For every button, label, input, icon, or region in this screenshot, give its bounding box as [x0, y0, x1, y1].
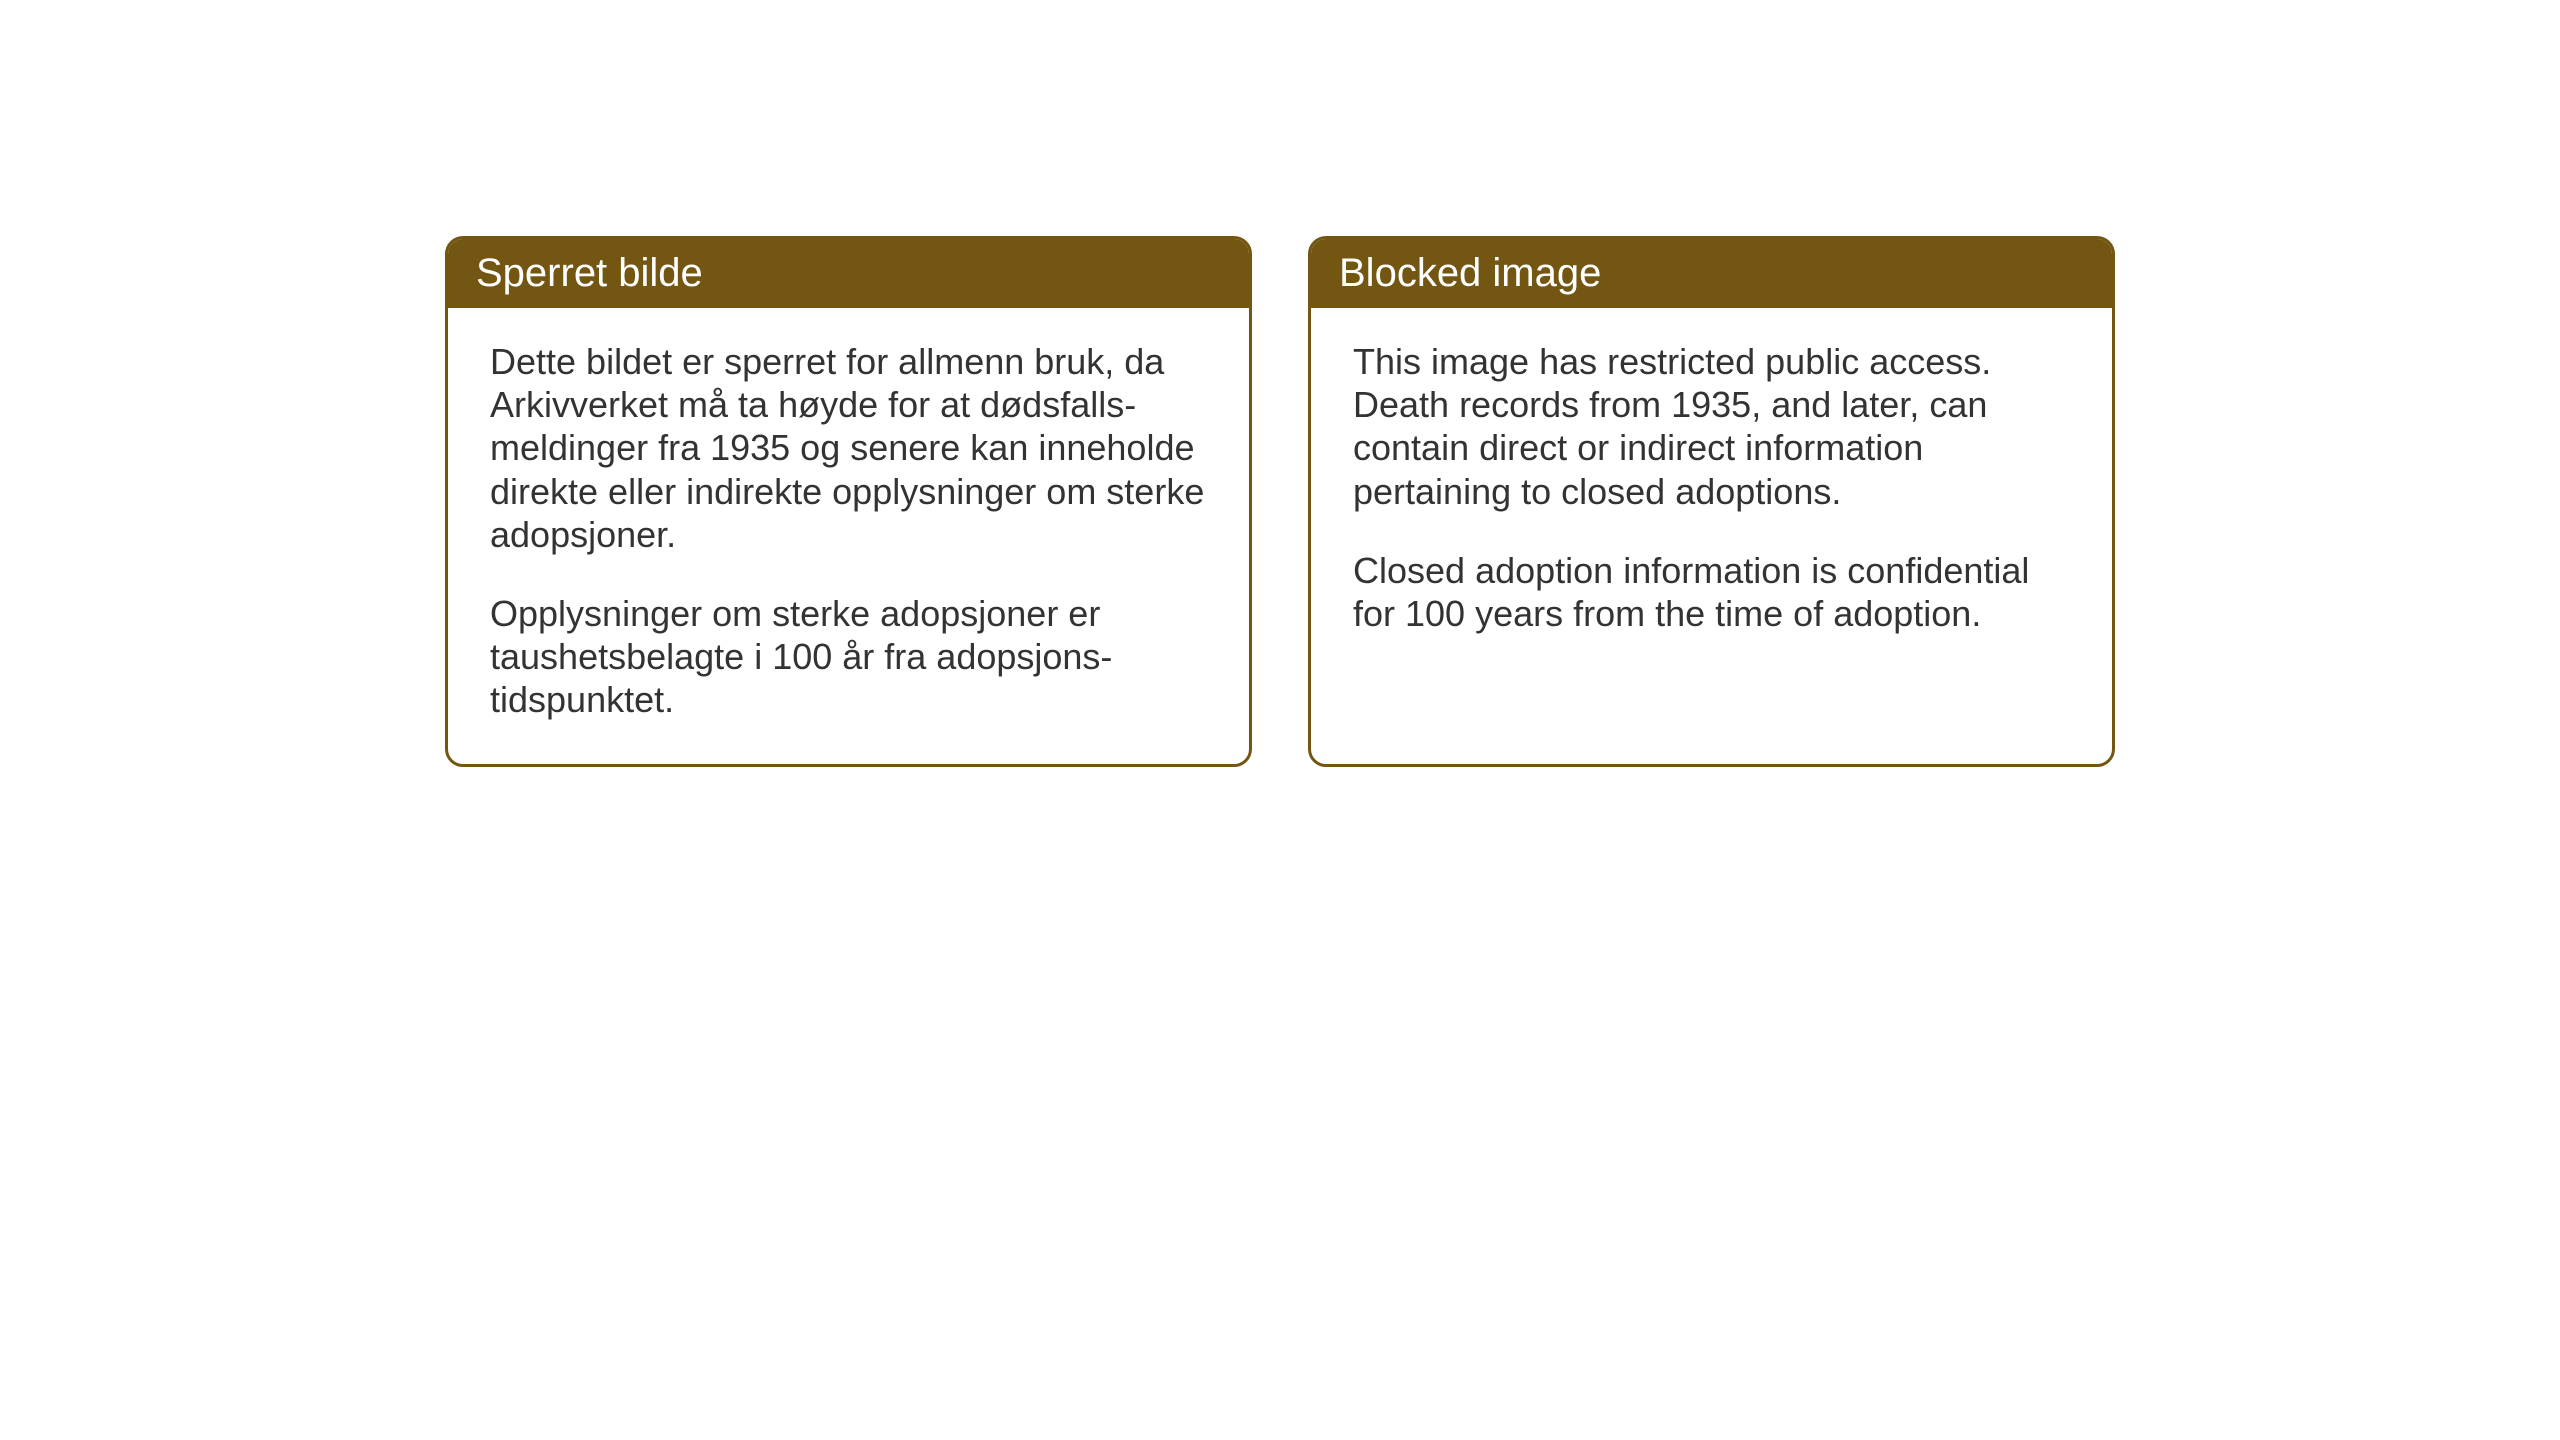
norwegian-notice-card: Sperret bilde Dette bildet er sperret fo…	[445, 236, 1252, 767]
english-paragraph-1: This image has restricted public access.…	[1353, 340, 2070, 513]
english-card-body: This image has restricted public access.…	[1311, 308, 2112, 677]
english-card-title: Blocked image	[1311, 239, 2112, 308]
notice-cards-container: Sperret bilde Dette bildet er sperret fo…	[445, 236, 2115, 767]
norwegian-card-body: Dette bildet er sperret for allmenn bruk…	[448, 308, 1249, 764]
english-paragraph-2: Closed adoption information is confident…	[1353, 549, 2070, 635]
english-notice-card: Blocked image This image has restricted …	[1308, 236, 2115, 767]
norwegian-paragraph-2: Opplysninger om sterke adopsjoner er tau…	[490, 592, 1207, 722]
norwegian-paragraph-1: Dette bildet er sperret for allmenn bruk…	[490, 340, 1207, 556]
norwegian-card-title: Sperret bilde	[448, 239, 1249, 308]
